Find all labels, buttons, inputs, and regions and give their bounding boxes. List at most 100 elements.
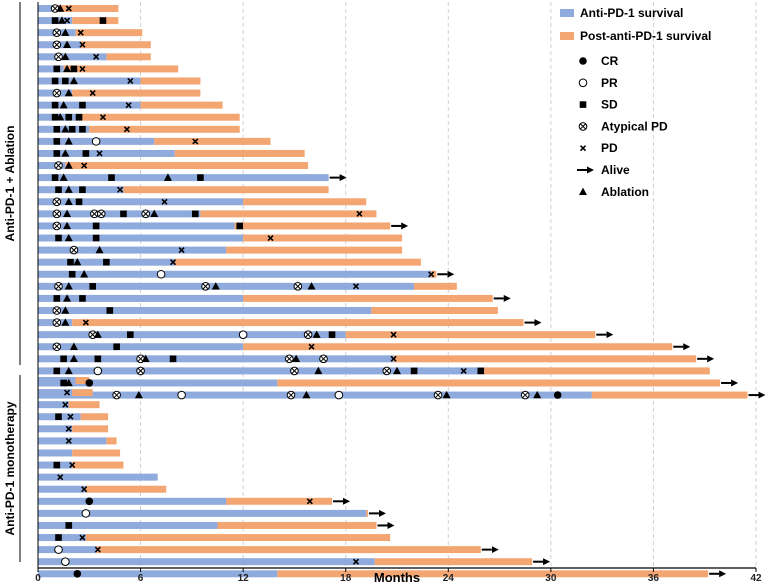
- ablation-marker: [312, 330, 321, 338]
- post-anti-pd1-bar: [75, 377, 90, 384]
- post-anti-pd1-bar: [72, 449, 121, 457]
- pd-marker: [96, 150, 103, 157]
- anti-pd1-bar: [38, 5, 59, 12]
- x-tick-label: 42: [750, 573, 762, 584]
- legend-item-alive: Alive: [577, 163, 630, 177]
- post-anti-pd1-bar: [80, 41, 151, 49]
- x-tick-label: 36: [648, 573, 660, 584]
- ablation-marker: [442, 390, 451, 399]
- sd-marker: [79, 101, 86, 109]
- ablation-marker: [64, 378, 73, 387]
- post-anti-pd1-bar: [89, 125, 240, 133]
- cr-marker: [553, 391, 562, 399]
- patient-row: [38, 162, 309, 170]
- sd-marker: [60, 379, 67, 387]
- patient-row: [38, 558, 533, 566]
- patient-row: [38, 198, 367, 206]
- sd-marker: [68, 126, 76, 133]
- pd-marker: [67, 413, 74, 420]
- sd-marker: [51, 17, 59, 24]
- anti-pd1-bar: [38, 270, 432, 278]
- post-anti-pd1-bar: [72, 425, 109, 433]
- sd-marker: [127, 331, 134, 338]
- patient-row: [38, 449, 121, 457]
- ablation-marker: [211, 282, 220, 290]
- post-anti-pd1-bar: [106, 437, 117, 445]
- pd-marker: [69, 461, 76, 469]
- patient-row: [38, 461, 124, 469]
- anti-pd1-bar: [38, 198, 244, 206]
- atypical-pd-marker: [52, 318, 62, 327]
- sd-marker: [65, 522, 73, 529]
- patient-row: [38, 210, 377, 218]
- post-anti-pd1-bar: [72, 461, 124, 469]
- ablation-marker: [141, 354, 150, 363]
- post-anti-pd1-bar: [65, 162, 309, 170]
- atypical-pd-marker: [136, 366, 145, 376]
- sd-marker: [169, 355, 177, 363]
- pd-marker: [192, 138, 199, 145]
- patient-row: [38, 101, 223, 109]
- legend-item-pr: PR: [578, 76, 618, 90]
- patient-row: [38, 307, 498, 314]
- pd-marker: [460, 367, 467, 374]
- ablation-marker: [64, 366, 73, 375]
- atypical-pd-marker: [52, 40, 62, 50]
- ablation-marker: [59, 173, 68, 181]
- legend-item-apd: Atypical PD: [578, 119, 668, 133]
- atypical-pd-marker: [54, 52, 63, 62]
- x-tick-label: 24: [443, 573, 455, 584]
- pd-marker: [65, 425, 72, 432]
- ablation-marker: [63, 40, 72, 48]
- patient-row: [38, 65, 179, 73]
- legend-label: CR: [601, 54, 619, 68]
- ablation-marker: [80, 270, 89, 278]
- anti-pd1-bar: [38, 246, 227, 254]
- ablation-marker: [56, 4, 65, 12]
- anti-pd1-bar: [38, 355, 394, 363]
- pd-marker: [178, 247, 185, 254]
- sd-marker: [410, 367, 418, 375]
- patient-row: [38, 521, 377, 529]
- ablation-marker: [59, 100, 68, 109]
- sd-marker: [92, 234, 100, 242]
- sd-marker: [75, 198, 83, 206]
- pd-marker: [81, 486, 88, 493]
- sd-marker: [55, 186, 62, 193]
- ablation-marker: [61, 149, 70, 157]
- post-anti-pd1-bar: [123, 186, 329, 194]
- ablation-marker: [61, 52, 70, 61]
- post-anti-pd1-bar: [277, 570, 709, 578]
- anti-pd1-bar: [38, 570, 278, 578]
- atypical-pd-marker: [54, 161, 63, 170]
- post-anti-pd1-bar: [482, 367, 710, 375]
- ablation-marker: [64, 137, 73, 145]
- patient-row: [38, 270, 437, 278]
- post-anti-pd1-bar: [72, 89, 201, 97]
- ablation-marker: [63, 294, 72, 302]
- atypical-pd-marker: [52, 197, 62, 207]
- legend-label: SD: [601, 98, 618, 112]
- patient-row: [38, 473, 158, 481]
- patient-row: [38, 425, 109, 433]
- sd-marker: [94, 355, 102, 363]
- sd-marker: [70, 65, 78, 73]
- ablation-marker: [64, 282, 73, 290]
- patient-row: [38, 53, 151, 61]
- atypical-pd-marker: [52, 221, 62, 231]
- post-anti-pd1-bar: [366, 509, 368, 517]
- post-anti-pd1-bar: [217, 521, 377, 529]
- pd-marker: [267, 234, 274, 242]
- legend-item-abl: Ablation: [579, 185, 649, 199]
- post-anti-pd1-bar: [140, 101, 223, 109]
- sd-marker: [75, 113, 83, 121]
- post-anti-pd1-bar: [68, 401, 100, 409]
- sd-marker: [51, 174, 59, 181]
- anti-pd1-bar: [38, 449, 73, 457]
- sd-marker: [53, 126, 61, 133]
- atypical-pd-marker: [54, 282, 63, 291]
- atypical-pd-marker: [69, 245, 79, 255]
- sd-marker: [65, 113, 73, 121]
- atypical-pd-marker: [303, 330, 313, 339]
- post-anti-pd1-bar: [80, 113, 240, 121]
